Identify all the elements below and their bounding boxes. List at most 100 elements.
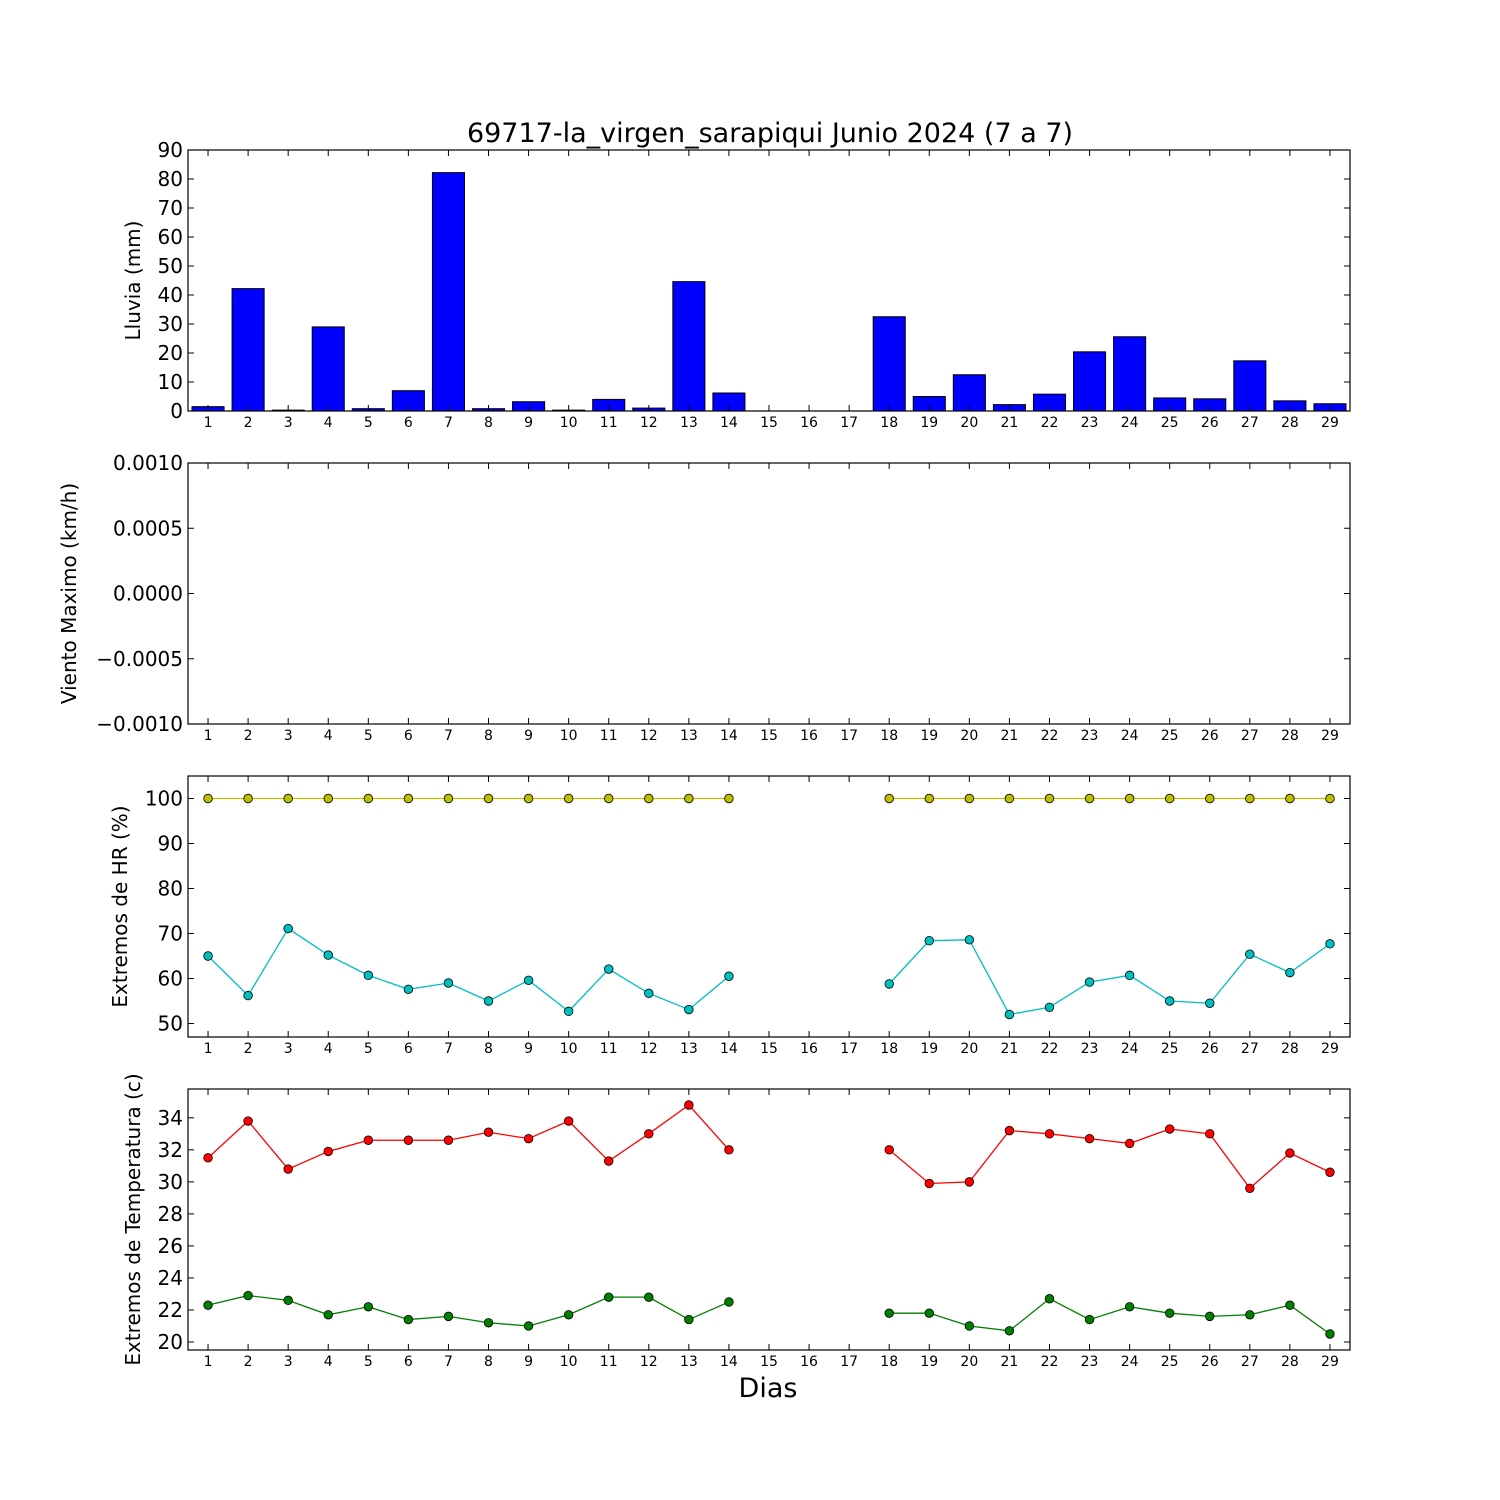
rain-xtick-label: 16	[800, 415, 818, 431]
rain-xtick-label: 17	[840, 415, 858, 431]
temperature-xtick-label: 20	[960, 1354, 978, 1370]
humidity-series-1-point-6	[403, 793, 414, 804]
temperature-xtick-label: 2	[244, 1354, 253, 1370]
humidity-series-2-point-1	[203, 951, 213, 961]
humidity-series-1-point-8	[483, 793, 494, 804]
humidity-ytick-label: 80	[158, 877, 183, 901]
temperature-series-1-point-27	[1245, 1183, 1255, 1193]
temperature-series-2-point-1	[203, 1300, 213, 1310]
rain-ytick-label: 60	[158, 225, 183, 249]
temperature-series-2-point-22	[1044, 1294, 1055, 1304]
rain-xtick-label: 29	[1321, 415, 1339, 431]
temperature-series-2-point-18	[884, 1308, 894, 1318]
temperature-series-2-point-2	[243, 1290, 253, 1301]
humidity-series-1-point-20	[964, 793, 975, 804]
temperature-series-2-point-7	[443, 1311, 454, 1322]
rain-y-axis-label: Lluvia (mm)	[121, 221, 145, 341]
humidity-series-2-point-8	[483, 996, 494, 1006]
humidity-xtick-label: 7	[444, 1041, 453, 1057]
temperature-series-2-line	[889, 1297, 1331, 1335]
humidity-xtick-label: 4	[324, 1041, 333, 1057]
wind-xtick-label: 25	[1161, 728, 1179, 744]
temperature-xtick-label: 14	[720, 1354, 738, 1370]
temperature-y-axis-label: Extremos de Temperatura (c)	[121, 1073, 145, 1365]
temperature-series-1-point-22	[1044, 1129, 1055, 1139]
humidity-series-2-point-3	[283, 923, 293, 934]
temperature-series-1-point-1	[203, 1153, 213, 1163]
temperature-series-1-point-5	[363, 1135, 374, 1145]
temperature-xtick-label: 1	[204, 1354, 213, 1370]
temperature-series-1-point-25	[1164, 1124, 1175, 1134]
rain-ytick-label: 80	[158, 167, 183, 191]
wind-ytick-label: 0.0000	[113, 582, 183, 606]
temperature-series-2-point-29	[1325, 1329, 1335, 1339]
temperature-series-2-line	[207, 1294, 730, 1327]
temperature-series-2-point-6	[403, 1314, 414, 1325]
temperature-xtick-label: 15	[760, 1354, 778, 1370]
temperature-series-2-point-13	[684, 1314, 694, 1325]
temperature-series-2-point-12	[644, 1292, 654, 1302]
humidity-series-1-point-28	[1285, 793, 1295, 804]
temperature-series-2-point-8	[483, 1318, 494, 1328]
humidity-series-2-point-20	[964, 935, 975, 945]
temperature-xtick-label: 8	[484, 1354, 493, 1370]
temperature-series-2-point-11	[604, 1292, 614, 1302]
humidity-series-1-point-13	[684, 793, 694, 804]
temperature-series-1-point-19	[924, 1178, 934, 1189]
temperature-xtick-label: 6	[404, 1354, 413, 1370]
temperature-series-2-point-4	[323, 1310, 333, 1320]
temperature-series-2-point-3	[283, 1295, 293, 1306]
temperature-xtick-label: 16	[800, 1354, 818, 1370]
humidity-xtick-label: 10	[560, 1041, 578, 1057]
humidity-series-2-point-2	[243, 990, 253, 1001]
temperature-xtick-label: 17	[840, 1354, 858, 1370]
humidity-series-1-point-11	[604, 793, 614, 804]
humidity-xtick-label: 15	[760, 1041, 778, 1057]
wind-y-axis-label: Viento Maximo (km/h)	[57, 483, 81, 704]
humidity-series-1-point-26	[1205, 793, 1215, 804]
rain-xtick-label: 13	[680, 415, 698, 431]
humidity-ytick-label: 70	[158, 922, 183, 946]
temperature-series-1-point-12	[644, 1129, 654, 1139]
temperature-series-2-point-9	[523, 1321, 534, 1331]
temperature-ytick-label: 20	[158, 1330, 183, 1354]
humidity-series-1-point-19	[924, 793, 934, 804]
temperature-series-1-point-9	[523, 1133, 534, 1144]
temperature-series-2-point-19	[924, 1308, 934, 1318]
temperature-xtick-label: 22	[1041, 1354, 1059, 1370]
rain-xtick-label: 2	[244, 415, 253, 431]
x-axis-label: Dias	[739, 1373, 798, 1404]
temperature-xtick-label: 29	[1321, 1354, 1339, 1370]
temperature-series-2-point-20	[964, 1321, 975, 1331]
humidity-series-2-point-14	[724, 971, 734, 981]
humidity-series-1-point-22	[1044, 793, 1055, 804]
humidity-series-2-point-29	[1325, 939, 1335, 949]
rain-bar-2	[231, 288, 265, 412]
rain-bar-27	[1233, 360, 1267, 412]
humidity-xtick-label: 18	[880, 1041, 898, 1057]
rain-xtick-label: 1	[204, 415, 213, 431]
temperature-series-2-point-24	[1124, 1302, 1135, 1312]
temperature-xtick-label: 21	[1000, 1354, 1018, 1370]
temperature-xtick-label: 13	[680, 1354, 698, 1370]
wind-xtick-label: 3	[284, 728, 293, 744]
wind-xtick-label: 4	[324, 728, 333, 744]
rain-bar-7	[431, 172, 465, 412]
temperature-series-1-point-26	[1205, 1129, 1215, 1139]
humidity-xtick-label: 5	[364, 1041, 373, 1057]
rain-xtick-label: 3	[284, 415, 293, 431]
temperature-xtick-label: 18	[880, 1354, 898, 1370]
humidity-series-2-point-28	[1285, 967, 1295, 978]
rain-xtick-label: 10	[560, 415, 578, 431]
temperature-xtick-label: 11	[600, 1354, 618, 1370]
rain-xtick-label: 21	[1000, 415, 1018, 431]
temperature-xtick-label: 19	[920, 1354, 938, 1370]
humidity-series-2-point-5	[363, 970, 374, 981]
humidity-series-1-point-25	[1164, 793, 1175, 804]
humidity-series-1-point-27	[1245, 793, 1255, 804]
wind-xtick-label: 20	[960, 728, 978, 744]
